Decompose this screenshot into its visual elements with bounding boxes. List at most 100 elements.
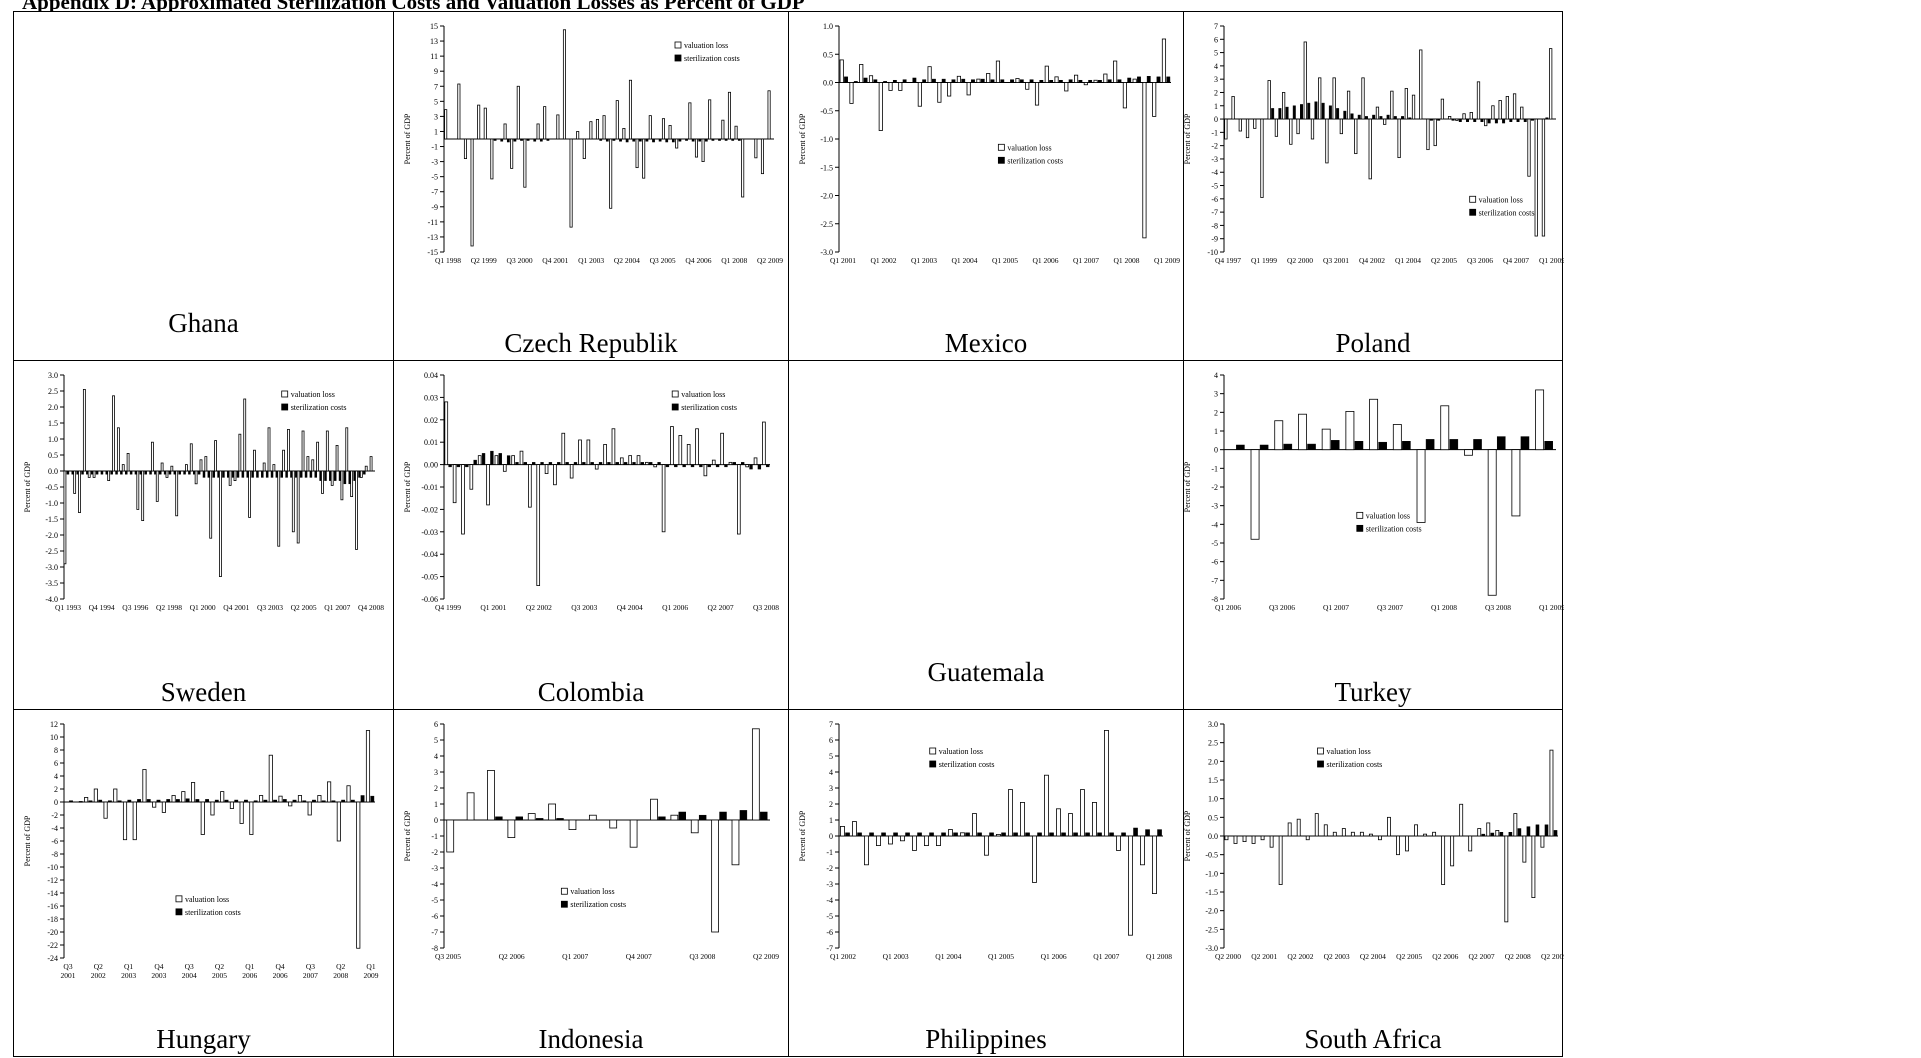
- sterilization-cost-bar: [124, 470, 128, 475]
- valuation-loss-bar: [937, 82, 942, 103]
- sterilization-cost-bar: [214, 799, 219, 803]
- valuation-loss-bar: [1512, 93, 1517, 120]
- y-tick-label: -1: [431, 832, 438, 841]
- sterilization-cost-bar: [1001, 832, 1006, 837]
- svg-text:sterilization costs: sterilization costs: [1007, 156, 1063, 165]
- x-tick-label: Q1 2004: [951, 256, 977, 265]
- valuation-loss-bar: [1464, 449, 1473, 456]
- sterilization-cost-bar: [1109, 832, 1114, 837]
- x-tick-label: 2007: [303, 971, 318, 980]
- x-tick-label: Q2 1999: [471, 256, 497, 265]
- valuation-loss-bar: [503, 123, 507, 140]
- valuation-loss-bar: [1369, 398, 1379, 451]
- x-tick-label: Q1 2006: [1215, 603, 1241, 612]
- y-tick-label: 0.02: [424, 416, 438, 425]
- y-tick-label: 6: [54, 759, 58, 768]
- sterilization-cost-bar: [1386, 114, 1390, 120]
- valuation-loss-bar: [917, 82, 922, 107]
- valuation-loss-bar: [317, 795, 322, 803]
- y-axis-label: Percent of GDP: [403, 461, 412, 512]
- sterilization-cost-bar: [1061, 832, 1066, 837]
- sterilization-cost-bar: [690, 464, 695, 468]
- sterilization-cost-bar: [1544, 824, 1549, 837]
- x-tick-label: Q1 2004: [935, 952, 961, 961]
- x-tick-label: Q2 2008: [1505, 952, 1531, 961]
- x-tick-label: Q1 2006: [1041, 952, 1067, 961]
- legend-valuation-loss: valuation loss: [1356, 511, 1410, 520]
- valuation-loss-bar: [852, 821, 857, 837]
- y-tick-label: 1.0: [1208, 795, 1218, 804]
- valuation-loss-bar: [272, 464, 276, 472]
- y-tick-label: 15: [430, 22, 438, 31]
- sterilization-cost-bar: [1146, 76, 1151, 83]
- y-tick-label: 1.0: [48, 435, 58, 444]
- valuation-loss-bar: [278, 795, 283, 803]
- valuation-loss-bar: [165, 470, 169, 478]
- valuation-loss-bar: [1056, 808, 1061, 837]
- x-tick-label: Q1 2008: [721, 256, 747, 265]
- valuation-loss-bar: [1332, 77, 1336, 120]
- y-tick-label: 0.0: [48, 467, 58, 476]
- sterilization-cost-bar: [698, 138, 702, 142]
- valuation-loss-bar: [1034, 82, 1040, 106]
- valuation-loss-bar: [369, 456, 373, 472]
- y-tick-label: -7: [1211, 208, 1218, 217]
- valuation-loss-bar: [122, 801, 128, 841]
- valuation-loss-bar: [1462, 113, 1466, 120]
- valuation-loss-bar: [588, 814, 597, 821]
- legend-sterilization-costs: sterilization costs: [674, 54, 740, 63]
- valuation-loss-bar: [1540, 835, 1545, 848]
- sterilization-cost-bar: [718, 138, 721, 141]
- sterilization-cost-bar: [1133, 827, 1138, 837]
- svg-text:valuation loss: valuation loss: [1366, 511, 1410, 520]
- valuation-loss-bar: [248, 470, 251, 518]
- valuation-loss-bar: [1513, 813, 1518, 837]
- valuation-loss-bar: [859, 64, 864, 83]
- x-tick-label: Q2 2007: [1469, 952, 1495, 961]
- y-tick-label: -12: [47, 876, 58, 885]
- x-tick-label: Q1 2007: [1093, 952, 1119, 961]
- x-tick-label: Q4 2001: [542, 256, 568, 265]
- sterilization-cost-bar: [766, 464, 770, 468]
- sterilization-cost-bar: [309, 470, 313, 478]
- sterilization-cost-bar: [523, 462, 528, 465]
- valuation-loss-bar: [356, 801, 361, 949]
- valuation-loss-bar: [678, 435, 683, 466]
- y-tick-label: 6: [434, 720, 438, 729]
- y-tick-label: -0.02: [421, 505, 438, 514]
- valuation-loss-bar: [1296, 118, 1300, 135]
- y-tick-label: 1: [1214, 102, 1218, 111]
- valuation-loss-bar: [876, 835, 881, 846]
- valuation-loss-bar: [711, 459, 716, 466]
- valuation-loss-bar: [243, 398, 247, 472]
- svg-text:sterilization costs: sterilization costs: [1366, 524, 1422, 533]
- valuation-loss-bar: [1404, 88, 1408, 120]
- bar-chart: 0.04 0.03 0.02 0.01 0.00 -0.01 -0.02 -0.03 -0.04…: [403, 371, 779, 612]
- x-tick-label: Q1 2007: [324, 603, 350, 612]
- valuation-loss-bar: [947, 82, 952, 97]
- y-tick-label: -14: [47, 889, 58, 898]
- valuation-loss-bar: [589, 121, 593, 140]
- sterilization-cost-bar: [1473, 439, 1482, 450]
- valuation-loss-bar: [239, 801, 244, 824]
- valuation-loss-bar: [635, 138, 639, 169]
- valuation-loss-bar: [336, 801, 341, 842]
- valuation-loss-bar: [1015, 78, 1020, 83]
- x-tick-label: 2002: [91, 971, 106, 980]
- sterilization-cost-bar: [1496, 436, 1506, 450]
- valuation-loss-bar: [181, 791, 186, 803]
- valuation-loss-bar: [510, 138, 514, 169]
- valuation-loss-bar: [760, 138, 764, 175]
- valuation-loss-bar: [340, 470, 344, 501]
- valuation-loss-bar: [976, 78, 981, 83]
- valuation-loss-bar: [868, 75, 874, 83]
- valuation-loss-bar: [1161, 38, 1167, 83]
- valuation-loss-bar: [1339, 118, 1343, 135]
- valuation-loss-bar: [1383, 118, 1387, 125]
- svg-text:sterilization costs: sterilization costs: [291, 403, 347, 412]
- y-tick-label: -10: [1207, 248, 1218, 257]
- page-title: Appendix D: Approximated Sterilization C…: [22, 0, 805, 14]
- sterilization-cost-bar: [623, 462, 628, 465]
- y-tick-label: 1: [434, 800, 438, 809]
- country-label: South Africa: [1304, 1024, 1442, 1054]
